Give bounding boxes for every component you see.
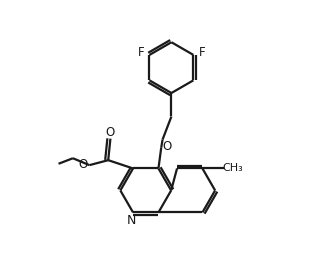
Text: O: O bbox=[79, 158, 88, 171]
Text: O: O bbox=[106, 126, 115, 139]
Text: CH₃: CH₃ bbox=[223, 163, 243, 173]
Text: O: O bbox=[162, 140, 172, 153]
Text: F: F bbox=[198, 46, 205, 59]
Text: N: N bbox=[127, 214, 136, 227]
Text: F: F bbox=[138, 46, 144, 59]
